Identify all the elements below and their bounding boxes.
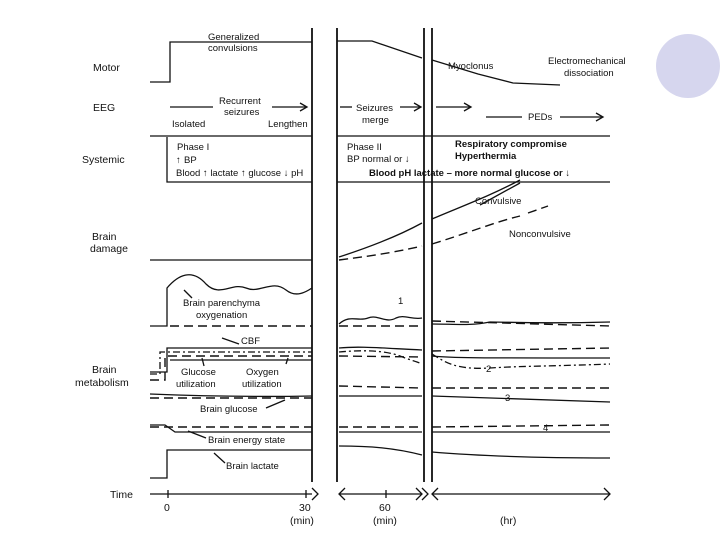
decorative-circle bbox=[656, 34, 720, 98]
row-label-motor: Motor bbox=[93, 62, 120, 74]
brain-metabolism-row: CBF Glucose utilization Oxygen utilizati… bbox=[149, 336, 611, 479]
oxygen-utilization-label: Oxygen bbox=[246, 367, 279, 378]
row-label-brain-damage-1: Brain bbox=[92, 231, 117, 243]
peds-label: PEDs bbox=[528, 112, 553, 123]
motor-row: Generalized convulsions Myoclonus Electr… bbox=[150, 32, 626, 86]
bp-normal-label: BP normal or ↓ bbox=[347, 154, 410, 165]
recurrent-seizures-label: Recurrent bbox=[219, 96, 261, 107]
marker-1: 1 bbox=[398, 296, 403, 307]
row-label-brain-metabolism-1: Brain bbox=[92, 364, 117, 376]
row-label-systemic: Systemic bbox=[82, 154, 125, 166]
seizures-merge-label: Seizures bbox=[356, 103, 393, 114]
marker-4: 4 bbox=[543, 423, 548, 434]
nonconvulsive-label: Nonconvulsive bbox=[509, 229, 571, 240]
respiratory-compromise-label: Respiratory compromise bbox=[455, 139, 567, 150]
eeg-row: Recurrent seizures Isolated Lengthen Sei… bbox=[170, 96, 605, 130]
blood-phase1-label: Blood ↑ lactate ↑ glucose ↓ pH bbox=[176, 168, 303, 179]
hyperthermia-label: Hyperthermia bbox=[455, 151, 517, 162]
time-unit-hr: (hr) bbox=[500, 515, 516, 527]
electromechanical-dissociation-label-2: dissociation bbox=[564, 68, 614, 79]
time-axis: 0 30 (min) 60 (min) (hr) bbox=[150, 487, 611, 527]
phase-1-label: Phase I bbox=[177, 142, 209, 153]
brain-damage-row: Convulsive Nonconvulsive bbox=[150, 179, 571, 261]
row-label-brain-metabolism-2: metabolism bbox=[75, 377, 129, 389]
time-breaks bbox=[311, 28, 433, 482]
brain-glucose-label: Brain glucose bbox=[200, 404, 258, 415]
myoclonus-label: Myoclonus bbox=[448, 61, 494, 72]
electromechanical-dissociation-label: Electromechanical bbox=[548, 56, 626, 67]
time-tick-30: 30 bbox=[299, 502, 311, 514]
lengthen-label: Lengthen bbox=[268, 119, 308, 130]
row-label-eeg: EEG bbox=[93, 102, 115, 114]
cbf-label: CBF bbox=[241, 336, 260, 347]
brain-parenchyma-oxygenation-label: Brain parenchyma bbox=[183, 298, 261, 309]
oxygen-utilization-label-2: utilization bbox=[242, 379, 282, 390]
systemic-row: Phase I ↑ BP Blood ↑ lactate ↑ glucose ↓… bbox=[150, 135, 610, 183]
row-label-time: Time bbox=[110, 489, 133, 501]
marker-3: 3 bbox=[505, 393, 510, 404]
time-unit-min-1: (min) bbox=[290, 515, 314, 527]
oxygenation-row: Brain parenchyma oxygenation 1 bbox=[150, 274, 611, 327]
seizures-merge-label-2: merge bbox=[362, 115, 389, 126]
bp-label: BP bbox=[184, 155, 197, 166]
phase-2-label: Phase II bbox=[347, 142, 382, 153]
generalized-convulsions-label: Generalized bbox=[208, 32, 259, 43]
convulsive-label: Convulsive bbox=[475, 196, 521, 207]
recurrent-seizures-label-2: seizures bbox=[224, 107, 260, 118]
bp-up-arrow: ↑ bbox=[176, 155, 181, 166]
blood-phase2-label: Blood pH lactate – more normal glucose o… bbox=[369, 168, 570, 179]
time-tick-60: 60 bbox=[379, 502, 391, 514]
brain-lactate-label: Brain lactate bbox=[226, 461, 279, 472]
glucose-utilization-label: Glucose bbox=[181, 367, 216, 378]
brain-energy-state-label: Brain energy state bbox=[208, 435, 285, 446]
brain-parenchyma-oxygenation-label-2: oxygenation bbox=[196, 310, 247, 321]
isolated-label: Isolated bbox=[172, 119, 205, 130]
glucose-utilization-label-2: utilization bbox=[176, 379, 216, 390]
time-unit-min-2: (min) bbox=[373, 515, 397, 527]
generalized-convulsions-label-2: convulsions bbox=[208, 43, 258, 54]
time-tick-0: 0 bbox=[164, 502, 170, 514]
marker-2: 2 bbox=[486, 364, 491, 375]
row-label-brain-damage-2: damage bbox=[90, 243, 128, 255]
row-labels: Motor EEG Systemic Brain damage Brain me… bbox=[75, 62, 133, 501]
